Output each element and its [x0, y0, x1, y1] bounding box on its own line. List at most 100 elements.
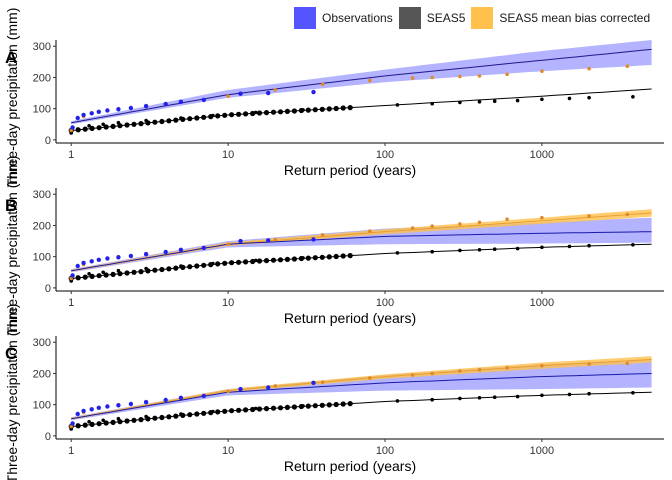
seas5-point	[477, 248, 482, 252]
seas5-point	[319, 106, 325, 112]
seas5-point	[515, 394, 520, 399]
observation-point	[96, 109, 102, 115]
y-tick-label: 100	[33, 400, 51, 412]
observation-point	[96, 257, 102, 262]
bias-corrected-point	[625, 212, 630, 217]
seas5-point	[103, 272, 109, 278]
seas5-point	[152, 415, 158, 421]
observations-fit-line	[71, 231, 652, 272]
bias-corrected-point	[430, 371, 435, 376]
seas5-point	[263, 406, 270, 412]
observation-point	[128, 105, 134, 111]
bias-corrected-point	[587, 362, 591, 366]
observations-band	[71, 40, 652, 125]
seas5-point	[75, 423, 81, 429]
seas5-point	[567, 392, 572, 397]
seas5-point	[180, 264, 186, 270]
seas5-point	[208, 262, 214, 268]
seas5-point	[312, 255, 318, 261]
seas5-point	[194, 263, 200, 269]
x-tick-label: 1000	[530, 445, 554, 457]
seas5-point	[347, 105, 353, 111]
panel-a: 0 100 200 300 1 10 100 1000 Return period (years…	[4, 8, 664, 187]
observation-point	[178, 395, 184, 400]
seas5-point	[180, 412, 186, 418]
observation-point	[201, 97, 206, 103]
observation-point	[238, 91, 243, 96]
seas5-point	[263, 110, 270, 116]
bias-corrected-point	[410, 226, 415, 230]
seas5-point	[159, 266, 165, 273]
observation-point	[266, 238, 271, 243]
seas5-point	[347, 401, 353, 407]
bias-corrected-point	[410, 76, 415, 80]
observation-point	[70, 421, 75, 426]
bias-corrected-point	[320, 82, 325, 87]
legend-item-observations: Observations	[294, 7, 393, 29]
observation-point	[96, 405, 102, 410]
seas5-point	[256, 258, 263, 264]
seas5-point	[215, 261, 221, 267]
panel-tag: C	[5, 344, 17, 363]
observation-point	[178, 99, 184, 105]
panel-c: 0 100 200 300 1 10 100 1000 Return period (years…	[4, 304, 664, 480]
seas5-point	[270, 257, 277, 263]
seas5-point	[430, 249, 435, 254]
seas5-point	[340, 401, 346, 407]
y-tick-label: 0	[45, 135, 51, 147]
seas5-point	[124, 418, 130, 424]
seas5-point	[215, 409, 221, 415]
seas5-point	[82, 274, 88, 280]
observation-point	[105, 256, 110, 261]
seas5-point	[194, 411, 200, 417]
bias-corrected-point	[458, 74, 462, 79]
observation-point	[81, 112, 86, 118]
seas5-point	[250, 258, 256, 265]
seas5-point	[277, 405, 284, 411]
seas5-point	[87, 124, 91, 128]
seas5-point	[145, 416, 151, 422]
seas5-fit-line	[71, 391, 652, 427]
bias-corrected-point	[368, 229, 372, 233]
seas5-point	[326, 402, 332, 408]
seas5-point	[103, 420, 109, 426]
observation-point	[75, 263, 80, 269]
bias-corrected-point	[430, 224, 435, 228]
seas5-point	[82, 422, 88, 428]
observation-point	[311, 237, 316, 242]
seas5-point	[152, 267, 158, 273]
seas5-point	[145, 268, 151, 274]
observation-point	[89, 259, 94, 264]
seas5-point	[298, 255, 304, 262]
observation-point	[128, 253, 134, 259]
bias-corrected-band	[71, 209, 652, 272]
seas5-point	[395, 251, 400, 255]
bias-corrected-point	[273, 88, 278, 92]
seas5-point	[131, 417, 137, 423]
seas5-point	[201, 114, 207, 120]
observation-point	[178, 247, 184, 252]
seas5-point	[243, 259, 249, 265]
seas5-point	[284, 256, 290, 262]
y-tick-label: 0	[45, 431, 51, 443]
legend-swatch-observations	[294, 7, 316, 29]
legend-label-observations: Observations	[322, 11, 393, 25]
seas5-point	[515, 98, 520, 103]
seas5-point	[201, 262, 207, 268]
seas5-point	[263, 258, 270, 264]
seas5-point	[187, 412, 193, 418]
bias-corrected-point	[458, 222, 462, 226]
x-tick-label: 10	[222, 297, 234, 309]
bias-corrected-point	[69, 128, 73, 133]
seas5-point	[159, 414, 165, 421]
observation-point	[266, 90, 271, 96]
observation-point	[105, 108, 110, 113]
observation-point	[266, 385, 271, 390]
seas5-point	[631, 243, 635, 247]
seas5-point	[277, 109, 284, 115]
y-axis-label: Three-day precipitation (mm)	[4, 156, 20, 336]
observation-point	[128, 401, 134, 407]
seas5-point	[291, 256, 297, 262]
y-tick-label: 200	[33, 72, 51, 84]
seas5-point	[87, 420, 91, 424]
